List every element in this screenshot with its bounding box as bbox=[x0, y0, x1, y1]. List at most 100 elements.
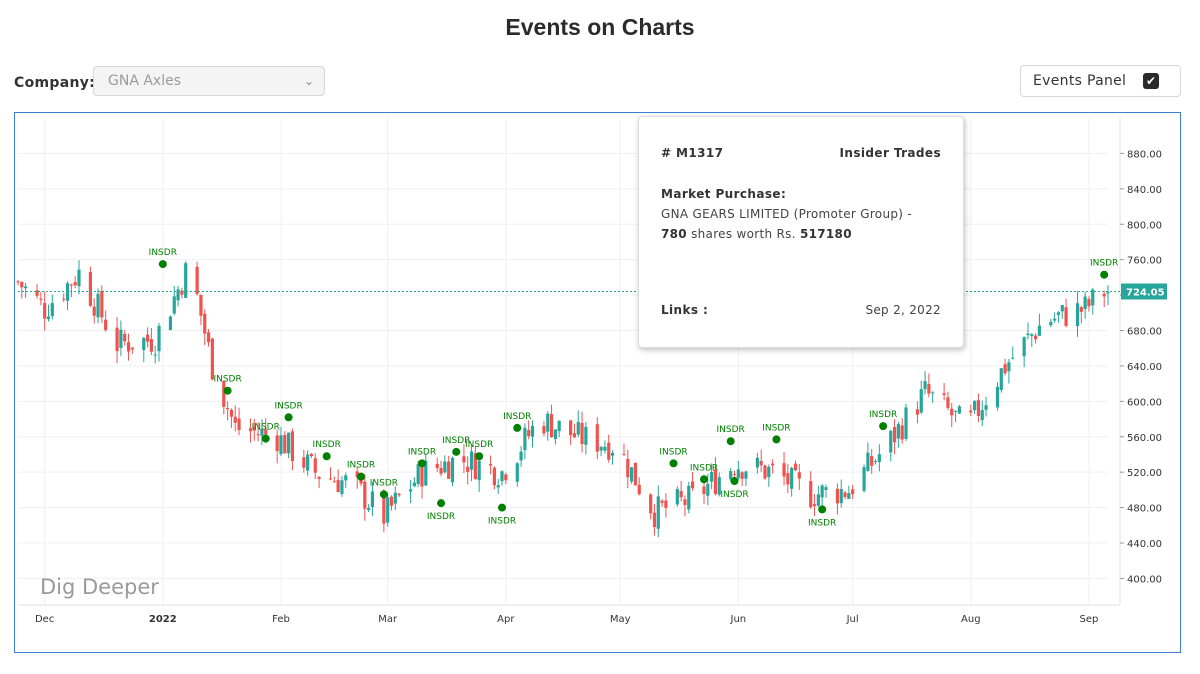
candle-down bbox=[115, 327, 119, 352]
tooltip-links-label[interactable]: Links : bbox=[661, 303, 709, 317]
candle-up bbox=[424, 460, 428, 486]
insider-event-marker bbox=[417, 459, 426, 468]
x-tick-label: Feb bbox=[272, 614, 290, 625]
candle-down bbox=[1003, 364, 1007, 374]
candle-up bbox=[1056, 312, 1061, 315]
checkbox-checked-icon[interactable]: ✔ bbox=[1143, 73, 1159, 89]
candle-down bbox=[759, 460, 763, 466]
candle-down bbox=[580, 422, 584, 444]
events-panel-toggle[interactable]: Events Panel ✔ bbox=[1020, 65, 1181, 97]
insider-event-label: INSDR bbox=[213, 375, 241, 385]
candle-down bbox=[942, 393, 946, 396]
tooltip-trade-detail: 780 shares worth Rs. 517180 bbox=[661, 227, 852, 241]
candle-up bbox=[386, 497, 390, 523]
candle-down bbox=[88, 272, 93, 306]
last-price-badge bbox=[1121, 283, 1167, 300]
candle-down bbox=[595, 424, 599, 452]
candle-up bbox=[412, 482, 416, 487]
y-tick-label: 760.00 bbox=[1127, 256, 1162, 267]
candle-down bbox=[809, 481, 813, 508]
candle-up bbox=[530, 426, 535, 437]
candle-down bbox=[420, 465, 424, 487]
candle-up bbox=[24, 286, 28, 289]
candle-up bbox=[496, 485, 500, 488]
tooltip-heading: Market Purchase: bbox=[661, 187, 787, 201]
candle-up bbox=[119, 329, 123, 348]
y-tick-label: 480.00 bbox=[1127, 504, 1162, 515]
x-tick-label: Dec bbox=[35, 614, 54, 625]
candle-down bbox=[35, 290, 39, 296]
candle-down bbox=[206, 332, 211, 343]
candle-down bbox=[256, 434, 260, 436]
candle-down bbox=[317, 476, 321, 479]
candle-down bbox=[302, 457, 306, 468]
candle-up bbox=[847, 493, 851, 499]
y-tick-label: 440.00 bbox=[1127, 539, 1162, 550]
candle-down bbox=[435, 463, 439, 469]
candle-up bbox=[176, 289, 180, 301]
candle-up bbox=[995, 386, 1000, 408]
insider-event-label: INSDR bbox=[347, 461, 375, 471]
candle-up bbox=[1049, 321, 1053, 326]
insider-event-marker bbox=[818, 505, 827, 514]
candle-down bbox=[835, 488, 840, 504]
candle-down bbox=[786, 473, 790, 485]
candle-down bbox=[702, 486, 706, 495]
candle-down bbox=[740, 472, 744, 479]
candle-down bbox=[607, 442, 611, 460]
insider-event-label: INSDR bbox=[720, 490, 748, 500]
candle-down bbox=[363, 481, 367, 509]
candle-down bbox=[73, 282, 77, 286]
candle-up bbox=[96, 293, 100, 318]
y-tick-label: 800.00 bbox=[1127, 220, 1162, 231]
candle-up bbox=[1083, 296, 1087, 309]
insider-event-label: INSDR bbox=[274, 401, 302, 411]
candle-up bbox=[1106, 292, 1110, 294]
candle-down bbox=[870, 456, 874, 466]
chevron-down-icon: ⌄ bbox=[303, 74, 314, 88]
x-tick-label: Mar bbox=[378, 614, 398, 625]
candle-down bbox=[389, 496, 394, 506]
candle-up bbox=[710, 471, 714, 482]
insider-event-label: INSDR bbox=[465, 440, 493, 450]
candle-up bbox=[610, 453, 615, 456]
candle-up bbox=[477, 460, 481, 481]
candle-down bbox=[355, 471, 359, 478]
insider-event-label: INSDR bbox=[717, 425, 745, 435]
insider-event-label: INSDR bbox=[252, 423, 280, 433]
candle-down bbox=[203, 313, 207, 334]
candle-up bbox=[306, 454, 310, 471]
candle-down bbox=[473, 453, 477, 480]
candle-up bbox=[515, 463, 519, 482]
tooltip-description: GNA GEARS LIMITED (Promoter Group) - bbox=[661, 207, 912, 221]
candle-down bbox=[976, 400, 981, 417]
candle-up bbox=[919, 389, 923, 413]
candle-up bbox=[896, 424, 900, 439]
candle-down bbox=[690, 481, 695, 489]
insider-event-label: INSDR bbox=[313, 440, 341, 450]
insider-event-label: INSDR bbox=[690, 463, 718, 473]
x-tick-label: Jun bbox=[730, 614, 747, 625]
candle-down bbox=[149, 339, 153, 352]
insider-event-marker bbox=[700, 475, 709, 484]
candle-up bbox=[370, 491, 375, 508]
insider-event-marker bbox=[1100, 270, 1109, 279]
candle-down bbox=[946, 397, 950, 408]
candle-up bbox=[1053, 318, 1057, 321]
insider-event-marker bbox=[284, 413, 293, 422]
candle-up bbox=[957, 406, 961, 414]
candle-down bbox=[504, 474, 508, 481]
insider-event-marker bbox=[322, 452, 331, 461]
x-tick-label: Aug bbox=[961, 614, 981, 625]
y-tick-label: 840.00 bbox=[1127, 185, 1162, 196]
candle-up bbox=[184, 263, 188, 298]
candle-down bbox=[950, 408, 954, 416]
chart-frame bbox=[14, 112, 1181, 653]
insider-event-marker bbox=[452, 447, 461, 456]
candle-up bbox=[1060, 305, 1064, 312]
candle-up bbox=[1091, 289, 1095, 306]
candle-down bbox=[130, 347, 134, 350]
company-select[interactable]: GNA Axles ⌄ bbox=[93, 66, 325, 96]
event-tooltip: # M1317 Insider Trades Market Purchase: … bbox=[638, 116, 964, 348]
